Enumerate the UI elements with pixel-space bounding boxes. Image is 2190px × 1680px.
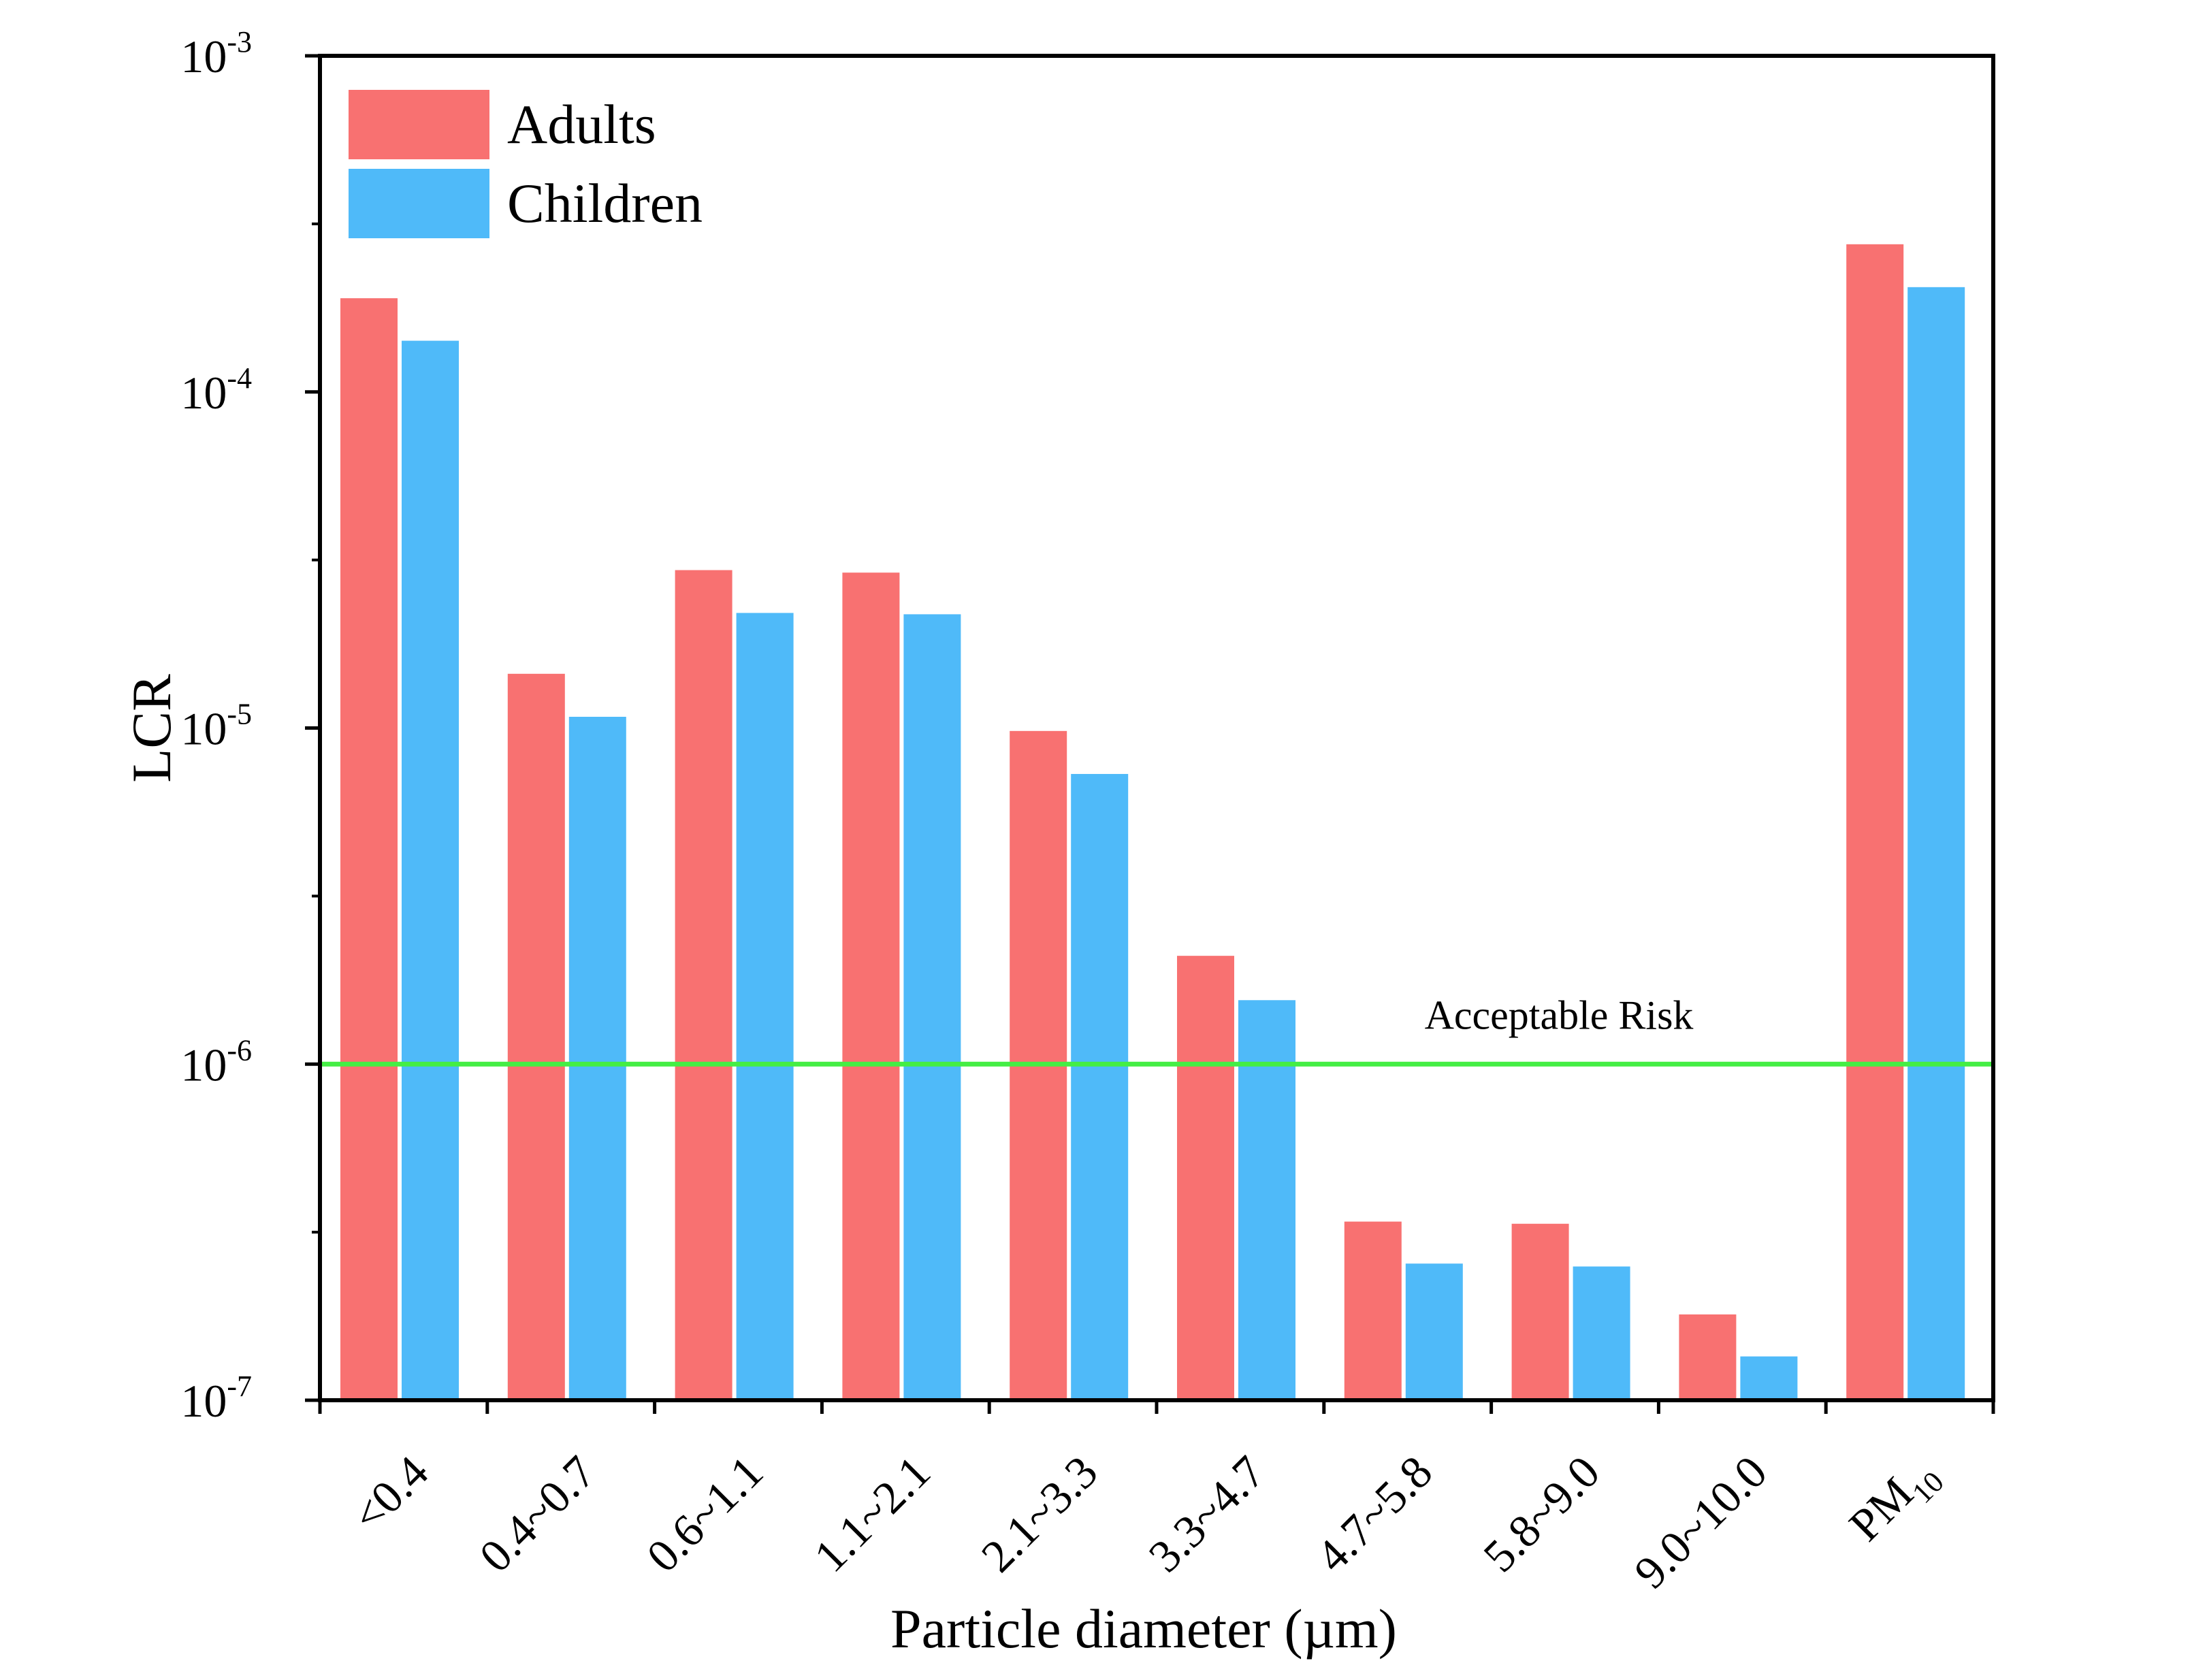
reference-line-layer: Acceptable Risk xyxy=(320,992,1993,1067)
bar-adults-8 xyxy=(1679,1314,1737,1400)
y-tick-label-1: 10-6 xyxy=(180,1033,252,1091)
bar-children-0 xyxy=(402,340,459,1400)
y-axis-title: LCR xyxy=(120,674,182,783)
x-axis-ticks: <0.4 0.4~0.7 0.6~1.1 1.1~2.1 2.1~3.3 3.3~4.7 4… xyxy=(318,1400,1995,1598)
x-tick-label-7: 5.8~9.0 xyxy=(1473,1446,1609,1582)
bar-adults-5 xyxy=(1177,956,1234,1400)
bar-children-1 xyxy=(568,716,626,1400)
y-tick-label-4: 10-3 xyxy=(180,25,252,82)
bar-adults-1 xyxy=(507,673,565,1401)
y-tick-label-0: 10-7 xyxy=(180,1370,252,1427)
bars-layer xyxy=(340,244,1965,1401)
legend-swatch-children xyxy=(349,169,489,238)
y-tick-label-3: 10-4 xyxy=(180,361,252,419)
y-axis-ticks: 10-7 10-6 10-5 10-4 10-3 xyxy=(180,25,320,1427)
legend-swatch-adults xyxy=(349,90,489,159)
x-tick-label-8: 9.0~10.0 xyxy=(1624,1446,1777,1598)
bar-children-6 xyxy=(1405,1263,1463,1400)
bar-children-4 xyxy=(1071,773,1129,1400)
x-tick-label-6: 4.7~5.8 xyxy=(1306,1446,1442,1582)
bar-adults-6 xyxy=(1344,1221,1402,1400)
bar-adults-2 xyxy=(675,570,732,1400)
bar-children-3 xyxy=(903,614,961,1400)
acceptable-risk-label: Acceptable Risk xyxy=(1425,992,1694,1037)
bar-children-8 xyxy=(1740,1356,1798,1400)
x-tick-label-0: <0.4 xyxy=(342,1446,438,1542)
bar-children-5 xyxy=(1238,1000,1295,1400)
x-tick-label-2: 0.6~1.1 xyxy=(637,1446,773,1582)
bar-adults-7 xyxy=(1511,1223,1569,1400)
legend: Adults Children xyxy=(349,90,703,238)
bar-children-2 xyxy=(736,613,794,1401)
x-tick-label-4: 2.1~3.3 xyxy=(971,1446,1108,1582)
x-tick-label-3: 1.1~2.1 xyxy=(804,1446,940,1582)
x-tick-label-5: 3.3~4.7 xyxy=(1139,1446,1275,1582)
y-tick-label-2: 10-5 xyxy=(180,698,252,755)
bar-children-7 xyxy=(1573,1266,1630,1400)
bar-adults-9 xyxy=(1846,244,1904,1400)
bar-adults-3 xyxy=(842,572,900,1401)
x-tick-label-9: PM10 xyxy=(1839,1446,1950,1557)
bar-children-9 xyxy=(1907,287,1965,1400)
x-axis-title: Particle diameter (µm) xyxy=(890,1598,1397,1660)
legend-label-children: Children xyxy=(507,172,703,234)
bar-adults-0 xyxy=(340,298,398,1400)
x-tick-label-1: 0.4~0.7 xyxy=(469,1446,605,1582)
legend-label-adults: Adults xyxy=(507,93,656,155)
